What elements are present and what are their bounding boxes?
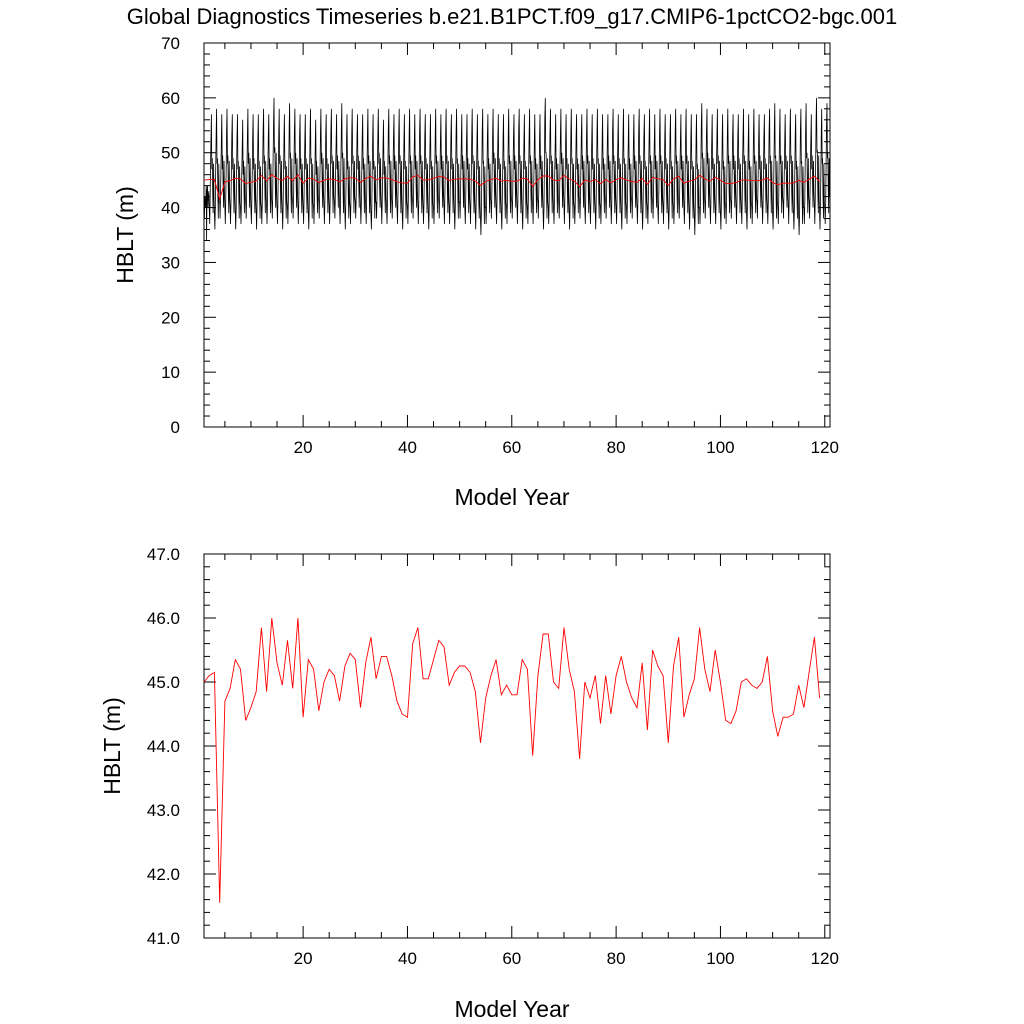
- x-tick-label: 60: [502, 438, 521, 457]
- x-tick-label: 80: [607, 949, 626, 968]
- top-x-axis-label: Model Year: [454, 484, 569, 510]
- top-ticks: [204, 42, 830, 428]
- y-tick-label: 46.0: [147, 609, 180, 628]
- x-tick-label: 100: [706, 949, 734, 968]
- bottom-y-axis-label: HBLT (m): [99, 697, 125, 795]
- x-tick-label: 120: [811, 438, 839, 457]
- bottom-plot-frame: [203, 553, 831, 939]
- y-tick-label: 30: [161, 253, 180, 272]
- y-tick-label: 0: [171, 418, 180, 437]
- x-tick-label: 120: [811, 949, 839, 968]
- bottom-panel: 20 40 60 80 100 120 41.0 42.0 43.0 44.0 45.0 46.0 47…: [99, 545, 839, 1022]
- y-tick-label: 20: [161, 308, 180, 327]
- y-tick-label: 45.0: [147, 673, 180, 692]
- y-tick-label: 40: [161, 199, 180, 218]
- y-tick-label: 44.0: [147, 737, 180, 756]
- bottom-x-axis-label: Model Year: [454, 996, 569, 1022]
- x-tick-label: 60: [502, 949, 521, 968]
- y-tick-label: 41.0: [147, 929, 180, 948]
- annual-mean-series-line: [203, 617, 821, 903]
- x-tick-label: 40: [398, 438, 417, 457]
- bottom-ticks: [204, 553, 830, 939]
- figure-title: Global Diagnostics Timeseries b.e21.B1PC…: [127, 4, 897, 29]
- y-tick-label: 47.0: [147, 545, 180, 564]
- y-tick-label: 50: [161, 144, 180, 163]
- x-tick-label: 20: [294, 438, 313, 457]
- bottom-tick-labels: 20 40 60 80 100 120 41.0 42.0 43.0 44.0 45.0 46.0 47…: [147, 545, 839, 968]
- top-plot-frame: [203, 42, 831, 428]
- monthly-series-line: [203, 97, 830, 427]
- annual-mean-series-line: [203, 173, 820, 201]
- top-y-axis-label: HBLT (m): [112, 186, 138, 284]
- x-tick-label: 20: [294, 949, 313, 968]
- y-tick-label: 60: [161, 89, 180, 108]
- bottom-series: [203, 617, 821, 903]
- y-tick-label: 43.0: [147, 801, 180, 820]
- x-tick-label: 40: [398, 949, 417, 968]
- top-panel: 20 40 60 80 100 120 0 10 20 30 40 50 60 70 Model Year…: [112, 34, 839, 510]
- x-tick-label: 100: [706, 438, 734, 457]
- y-tick-label: 42.0: [147, 865, 180, 884]
- y-tick-label: 70: [161, 34, 180, 53]
- x-tick-label: 80: [607, 438, 626, 457]
- top-tick-labels: 20 40 60 80 100 120 0 10 20 30 40 50 60 70: [161, 34, 839, 457]
- top-series: [203, 97, 830, 427]
- y-tick-label: 10: [161, 363, 180, 382]
